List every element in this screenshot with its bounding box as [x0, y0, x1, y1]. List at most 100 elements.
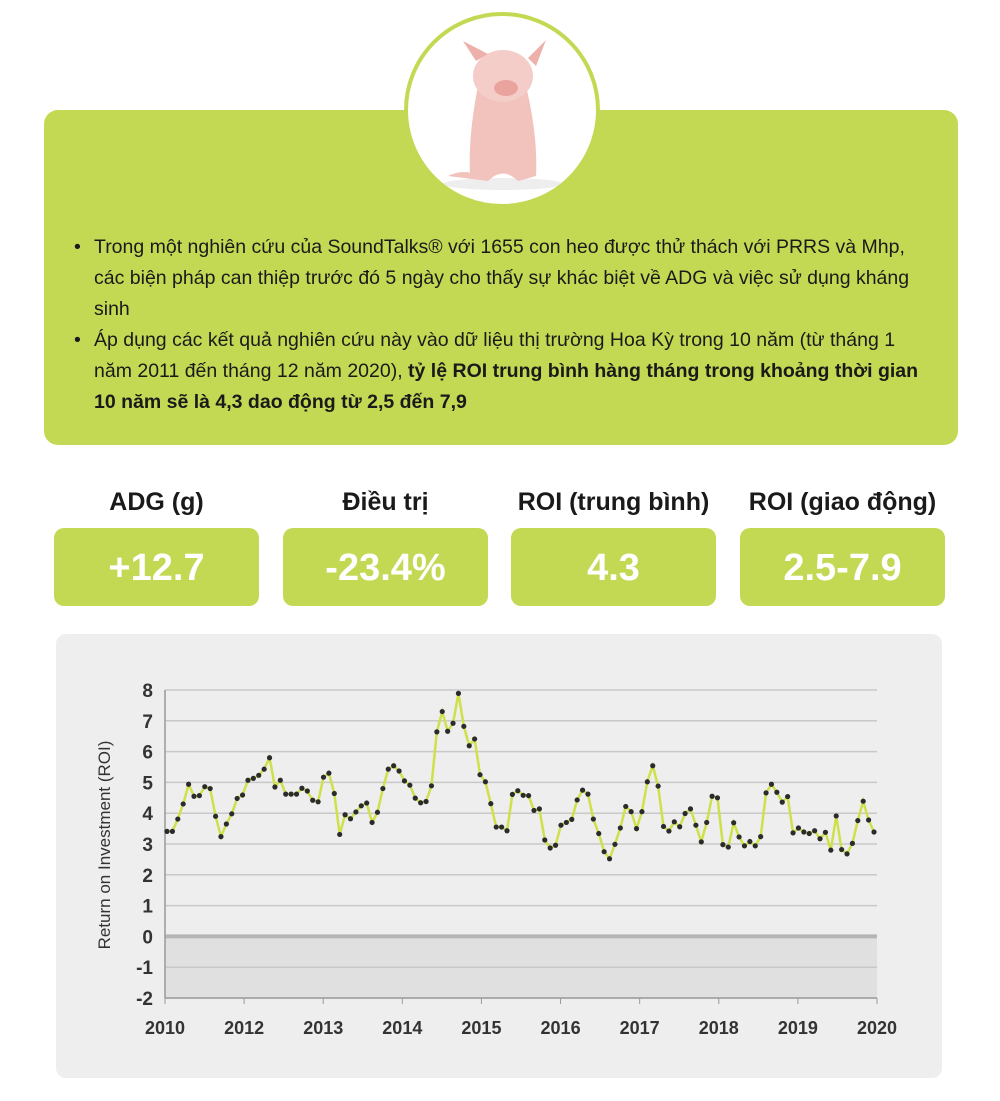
chart-panel [56, 634, 942, 1078]
data-point [639, 809, 645, 815]
data-point [169, 828, 175, 834]
data-point [655, 783, 661, 789]
data-point [725, 844, 731, 850]
data-point [709, 793, 715, 799]
data-point [299, 785, 305, 791]
data-point [185, 781, 192, 787]
y-tick-label: 3 [142, 835, 153, 856]
data-point [633, 826, 640, 832]
data-point [229, 811, 235, 817]
data-point [418, 800, 424, 806]
data-point [347, 816, 354, 822]
info-bullets: Trong một nghiên cứu của SoundTalks® với… [72, 232, 932, 418]
data-point [628, 809, 634, 815]
stat-roi-range: ROI (giao động) 2.5-7.9 [740, 480, 945, 606]
data-point [520, 792, 526, 798]
data-point [833, 813, 839, 819]
data-point [844, 851, 850, 857]
data-point [207, 785, 213, 792]
data-point [768, 781, 775, 787]
data-point [585, 791, 591, 797]
stat-value: 2.5-7.9 [740, 528, 945, 606]
data-point [164, 828, 170, 834]
data-point [261, 766, 267, 772]
data-point [482, 779, 489, 785]
stat-roi-mean: ROI (trung bình) 4.3 [511, 480, 716, 606]
data-point [801, 829, 807, 835]
data-point [412, 795, 418, 801]
data-point [790, 830, 796, 836]
stat-label: ROI (giao động) [748, 488, 937, 516]
stat-treatment: Điều trị -23.4% [283, 480, 488, 606]
stat-value: 4.3 [511, 528, 716, 606]
data-point [525, 793, 532, 799]
data-point [849, 840, 856, 846]
y-tick-label: 5 [142, 773, 153, 794]
y-tick-label: 2 [142, 866, 153, 887]
data-point [364, 800, 370, 806]
data-point [283, 791, 289, 797]
x-tick-label: 2015 [461, 1018, 501, 1038]
data-point [391, 763, 397, 769]
roi-series-line [167, 693, 876, 862]
data-point [353, 809, 359, 815]
data-point [245, 777, 251, 783]
data-point [293, 791, 300, 797]
data-point [606, 856, 613, 862]
stat-adg: ADG (g) +12.7 [54, 480, 259, 606]
data-point [396, 768, 402, 774]
y-tick-label: 4 [142, 804, 153, 825]
x-tick-label: 2020 [857, 1018, 897, 1038]
data-point [504, 828, 510, 834]
data-point [358, 803, 364, 809]
data-point [428, 783, 435, 789]
data-point [569, 816, 575, 822]
data-point [202, 784, 208, 790]
data-point [822, 829, 829, 835]
data-point [493, 824, 499, 830]
data-point [488, 801, 494, 807]
data-point [677, 824, 683, 830]
stat-value: +12.7 [54, 528, 259, 606]
data-point [272, 784, 278, 790]
stat-value: -23.4% [283, 528, 488, 606]
data-point [731, 820, 737, 826]
data-point [806, 830, 812, 837]
x-tick-label: 2013 [303, 1018, 343, 1038]
data-point [812, 828, 818, 834]
data-point [579, 787, 586, 793]
x-tick-label: 2014 [382, 1018, 422, 1038]
data-point [385, 766, 391, 772]
data-point [671, 819, 677, 825]
bullet-1: Trong một nghiên cứu của SoundTalks® với… [72, 232, 932, 325]
data-point [720, 842, 726, 848]
data-point [515, 788, 521, 794]
data-point [698, 839, 704, 845]
data-point [331, 790, 337, 797]
data-point [434, 729, 440, 735]
data-point [461, 723, 467, 729]
data-point [455, 690, 462, 696]
data-point [590, 816, 596, 822]
x-tick-label: 2012 [224, 1018, 264, 1038]
data-point [266, 755, 273, 761]
stat-label: Điều trị [342, 488, 429, 516]
data-point [509, 791, 516, 798]
x-tick-label: 2019 [778, 1018, 818, 1038]
data-point [747, 838, 753, 845]
data-point [871, 829, 877, 835]
data-point [623, 803, 629, 810]
data-point [542, 837, 548, 843]
data-point [223, 821, 229, 827]
data-point [180, 801, 186, 807]
data-point [855, 817, 861, 824]
x-tick-label: 2017 [620, 1018, 660, 1038]
data-point [310, 797, 316, 803]
data-point [774, 789, 780, 795]
data-point [466, 743, 472, 749]
data-point [374, 809, 381, 815]
data-point [601, 849, 607, 855]
data-point [277, 777, 283, 783]
y-tick-label: 7 [142, 712, 153, 733]
